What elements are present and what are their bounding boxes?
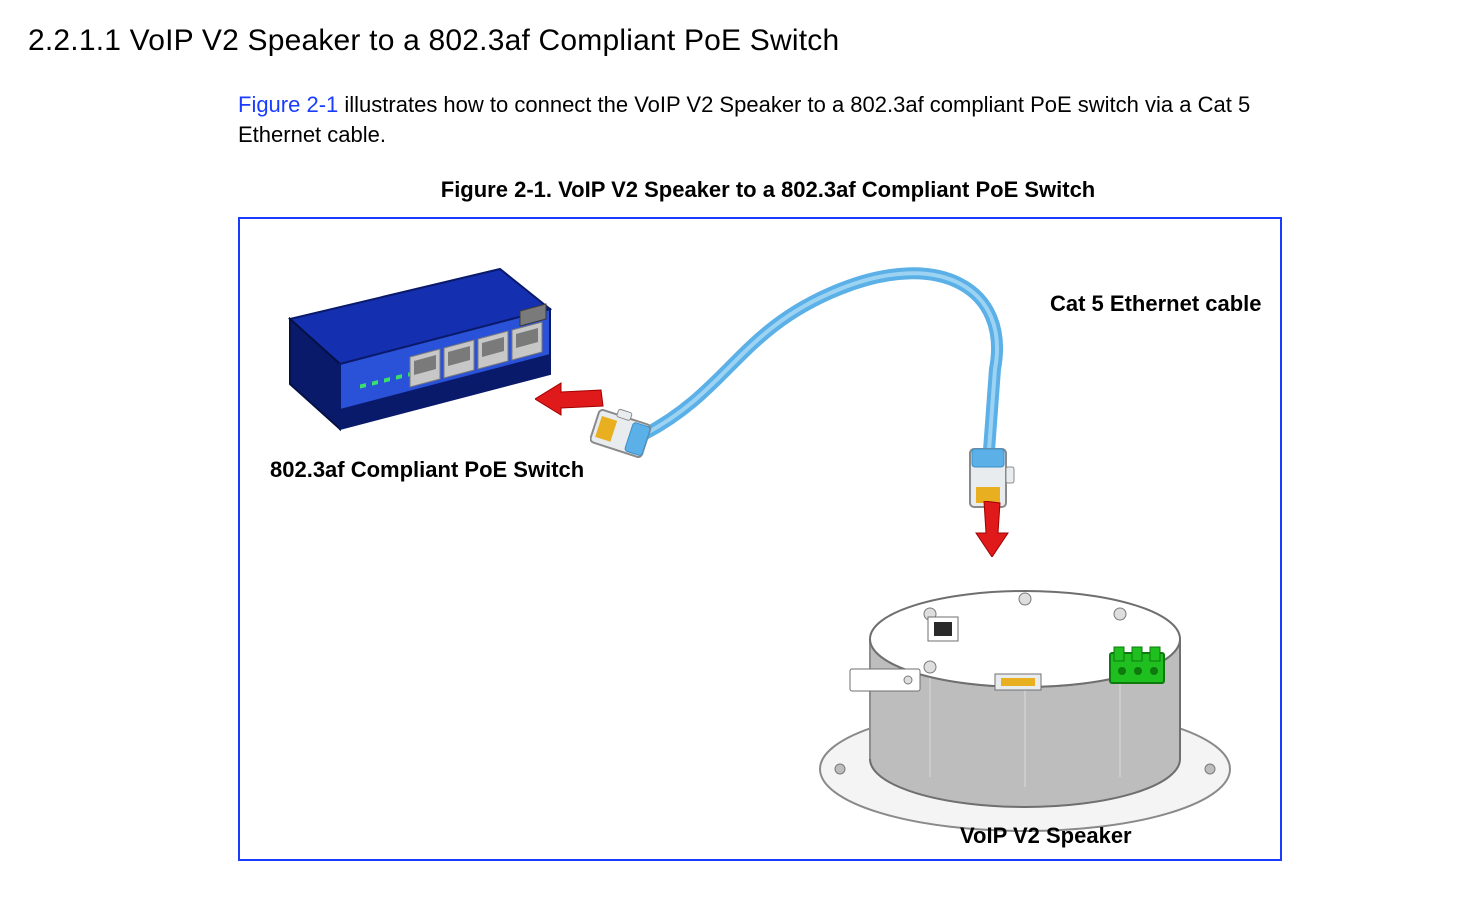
section-heading: 2.2.1.1 VoIP V2 Speaker to a 802.3af Com… xyxy=(28,24,1434,58)
figure-reference-link[interactable]: Figure 2-1 xyxy=(238,92,338,117)
intro-paragraph-rest: illustrates how to connect the VoIP V2 S… xyxy=(238,92,1250,147)
poe-switch-illustration xyxy=(270,249,560,459)
cable-label: Cat 5 Ethernet cable xyxy=(1050,291,1262,317)
figure-box: 802.3af Compliant PoE Switch Cat 5 Ether… xyxy=(238,217,1282,861)
document-page: 2.2.1.1 VoIP V2 Speaker to a 802.3af Com… xyxy=(0,0,1462,906)
speaker-label: VoIP V2 Speaker xyxy=(960,823,1132,849)
figure-caption: Figure 2-1. VoIP V2 Speaker to a 802.3af… xyxy=(238,177,1298,203)
ethernet-cable-illustration xyxy=(590,249,1050,529)
voip-speaker-illustration xyxy=(810,519,1240,849)
switch-label: 802.3af Compliant PoE Switch xyxy=(270,457,584,483)
body-block: Figure 2-1 illustrates how to connect th… xyxy=(238,90,1298,861)
intro-paragraph: Figure 2-1 illustrates how to connect th… xyxy=(238,90,1298,149)
